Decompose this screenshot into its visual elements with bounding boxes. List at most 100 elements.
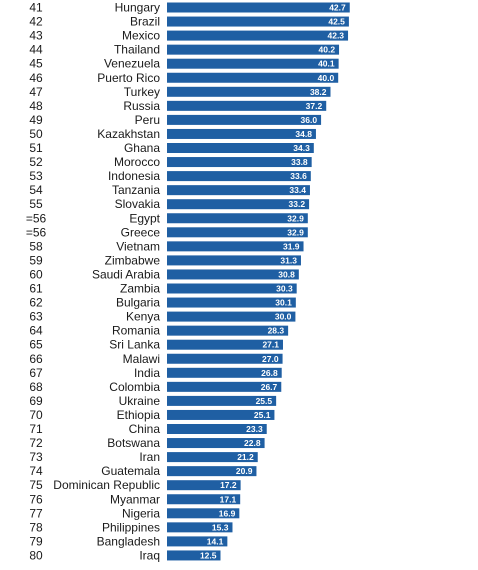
bar-row: 54 Tanzania 33.4 <box>29 183 310 197</box>
category-label: Zimbabwe <box>105 253 161 267</box>
category-label: Myanmar <box>110 492 160 506</box>
bar <box>167 16 349 27</box>
value-label: 26.7 <box>261 382 278 392</box>
bar <box>167 157 312 168</box>
bar <box>167 58 339 69</box>
bar-row: 62 Bulgaria 30.1 <box>29 296 296 310</box>
category-label: Venezuela <box>104 57 160 71</box>
rank-label: 58 <box>29 239 43 253</box>
rank-label: 62 <box>29 296 43 310</box>
bar <box>167 522 233 533</box>
value-label: 42.5 <box>328 17 345 27</box>
bar-row: 59 Zimbabwe 31.3 <box>29 253 301 267</box>
rank-label: 75 <box>29 478 43 492</box>
bar-row: 75 Dominican Republic 17.2 <box>29 478 241 492</box>
category-label: Zambia <box>120 282 160 296</box>
bar-row: 55 Slovakia 33.2 <box>29 197 310 211</box>
category-label: India <box>134 366 160 380</box>
bar-row: 42 Brazil 42.5 <box>29 15 349 29</box>
rank-label: 46 <box>29 71 43 85</box>
rank-label: 79 <box>29 534 43 548</box>
bar <box>167 311 296 322</box>
category-label: Sri Lanka <box>109 338 160 352</box>
category-label: Bulgaria <box>116 296 160 310</box>
rank-label: 50 <box>29 127 43 141</box>
value-label: 14.1 <box>207 536 224 546</box>
bar-row: 78 Philippines 15.3 <box>29 520 233 534</box>
bar <box>167 171 311 182</box>
bar-row: 72 Botswana 22.8 <box>29 436 265 450</box>
bar <box>167 269 299 280</box>
bar <box>167 438 265 449</box>
rank-label: 72 <box>29 436 43 450</box>
rank-label: 65 <box>29 338 43 352</box>
rank-label: 48 <box>29 99 43 113</box>
category-label: Hungary <box>115 1 160 15</box>
value-label: 30.1 <box>275 298 292 308</box>
rank-label: 80 <box>29 548 43 562</box>
rank-label: 43 <box>29 29 43 43</box>
value-label: 40.1 <box>318 59 335 69</box>
value-label: 27.1 <box>262 340 279 350</box>
value-label: 30.3 <box>276 284 293 294</box>
rank-label: 54 <box>29 183 43 197</box>
bar <box>167 466 257 477</box>
bar <box>167 395 277 406</box>
bar-row: =56 Egypt 32.9 <box>26 211 308 225</box>
rank-label: 60 <box>29 267 43 281</box>
value-label: 34.3 <box>293 143 310 153</box>
bar-row: 47 Turkey 38.2 <box>29 85 331 99</box>
category-label: Ukraine <box>119 394 161 408</box>
category-label: Turkey <box>124 85 160 99</box>
bar <box>167 30 349 41</box>
category-label: Brazil <box>130 15 160 29</box>
value-label: 42.7 <box>329 3 346 13</box>
rank-label: 64 <box>29 324 43 338</box>
category-label: Philippines <box>102 520 160 534</box>
value-label: 33.8 <box>291 157 308 167</box>
bar <box>167 452 258 463</box>
value-label: 40.2 <box>319 45 336 55</box>
bar-row: 63 Kenya 30.0 <box>29 310 296 324</box>
bar <box>167 325 289 336</box>
category-label: Dominican Republic <box>53 478 160 492</box>
value-label: 33.4 <box>289 185 306 195</box>
value-label: 17.1 <box>220 494 237 504</box>
value-label: 22.8 <box>244 438 261 448</box>
bar-row: 51 Ghana 34.3 <box>29 141 314 155</box>
category-label: Kazakhstan <box>97 127 160 141</box>
category-label: Mexico <box>122 29 160 43</box>
bar-row: 67 India 26.8 <box>29 366 282 380</box>
bar <box>167 536 228 547</box>
rank-label: 49 <box>29 113 43 127</box>
category-label: Kenya <box>126 310 160 324</box>
bar <box>167 480 241 491</box>
bar-row: 73 Iran 21.2 <box>29 450 258 464</box>
value-label: 25.5 <box>256 396 273 406</box>
category-label: Russia <box>123 99 160 113</box>
rank-label: 73 <box>29 450 43 464</box>
bar <box>167 367 282 378</box>
bar <box>167 2 350 13</box>
rank-label: 70 <box>29 408 43 422</box>
category-label: Egypt <box>129 211 160 225</box>
value-label: 38.2 <box>310 87 327 97</box>
bar-row: 46 Puerto Rico 40.0 <box>29 71 339 85</box>
bar-row: 41 Hungary 42.7 <box>29 1 350 15</box>
rank-label: 77 <box>29 506 43 520</box>
bar-row: 49 Peru 36.0 <box>29 113 322 127</box>
value-label: 30.0 <box>275 312 292 322</box>
category-label: Puerto Rico <box>97 71 160 85</box>
rank-label: 51 <box>29 141 43 155</box>
rank-label: 44 <box>29 43 43 57</box>
category-label: Ghana <box>124 141 160 155</box>
rank-label: 47 <box>29 85 43 99</box>
rank-label: 41 <box>29 1 43 15</box>
bar-row: 77 Nigeria 16.9 <box>29 506 240 520</box>
rank-label: =56 <box>26 211 47 225</box>
value-label: 20.9 <box>236 466 253 476</box>
rank-label: 42 <box>29 15 43 29</box>
rank-label: =56 <box>26 225 47 239</box>
bar-row: 44 Thailand 40.2 <box>29 43 340 57</box>
